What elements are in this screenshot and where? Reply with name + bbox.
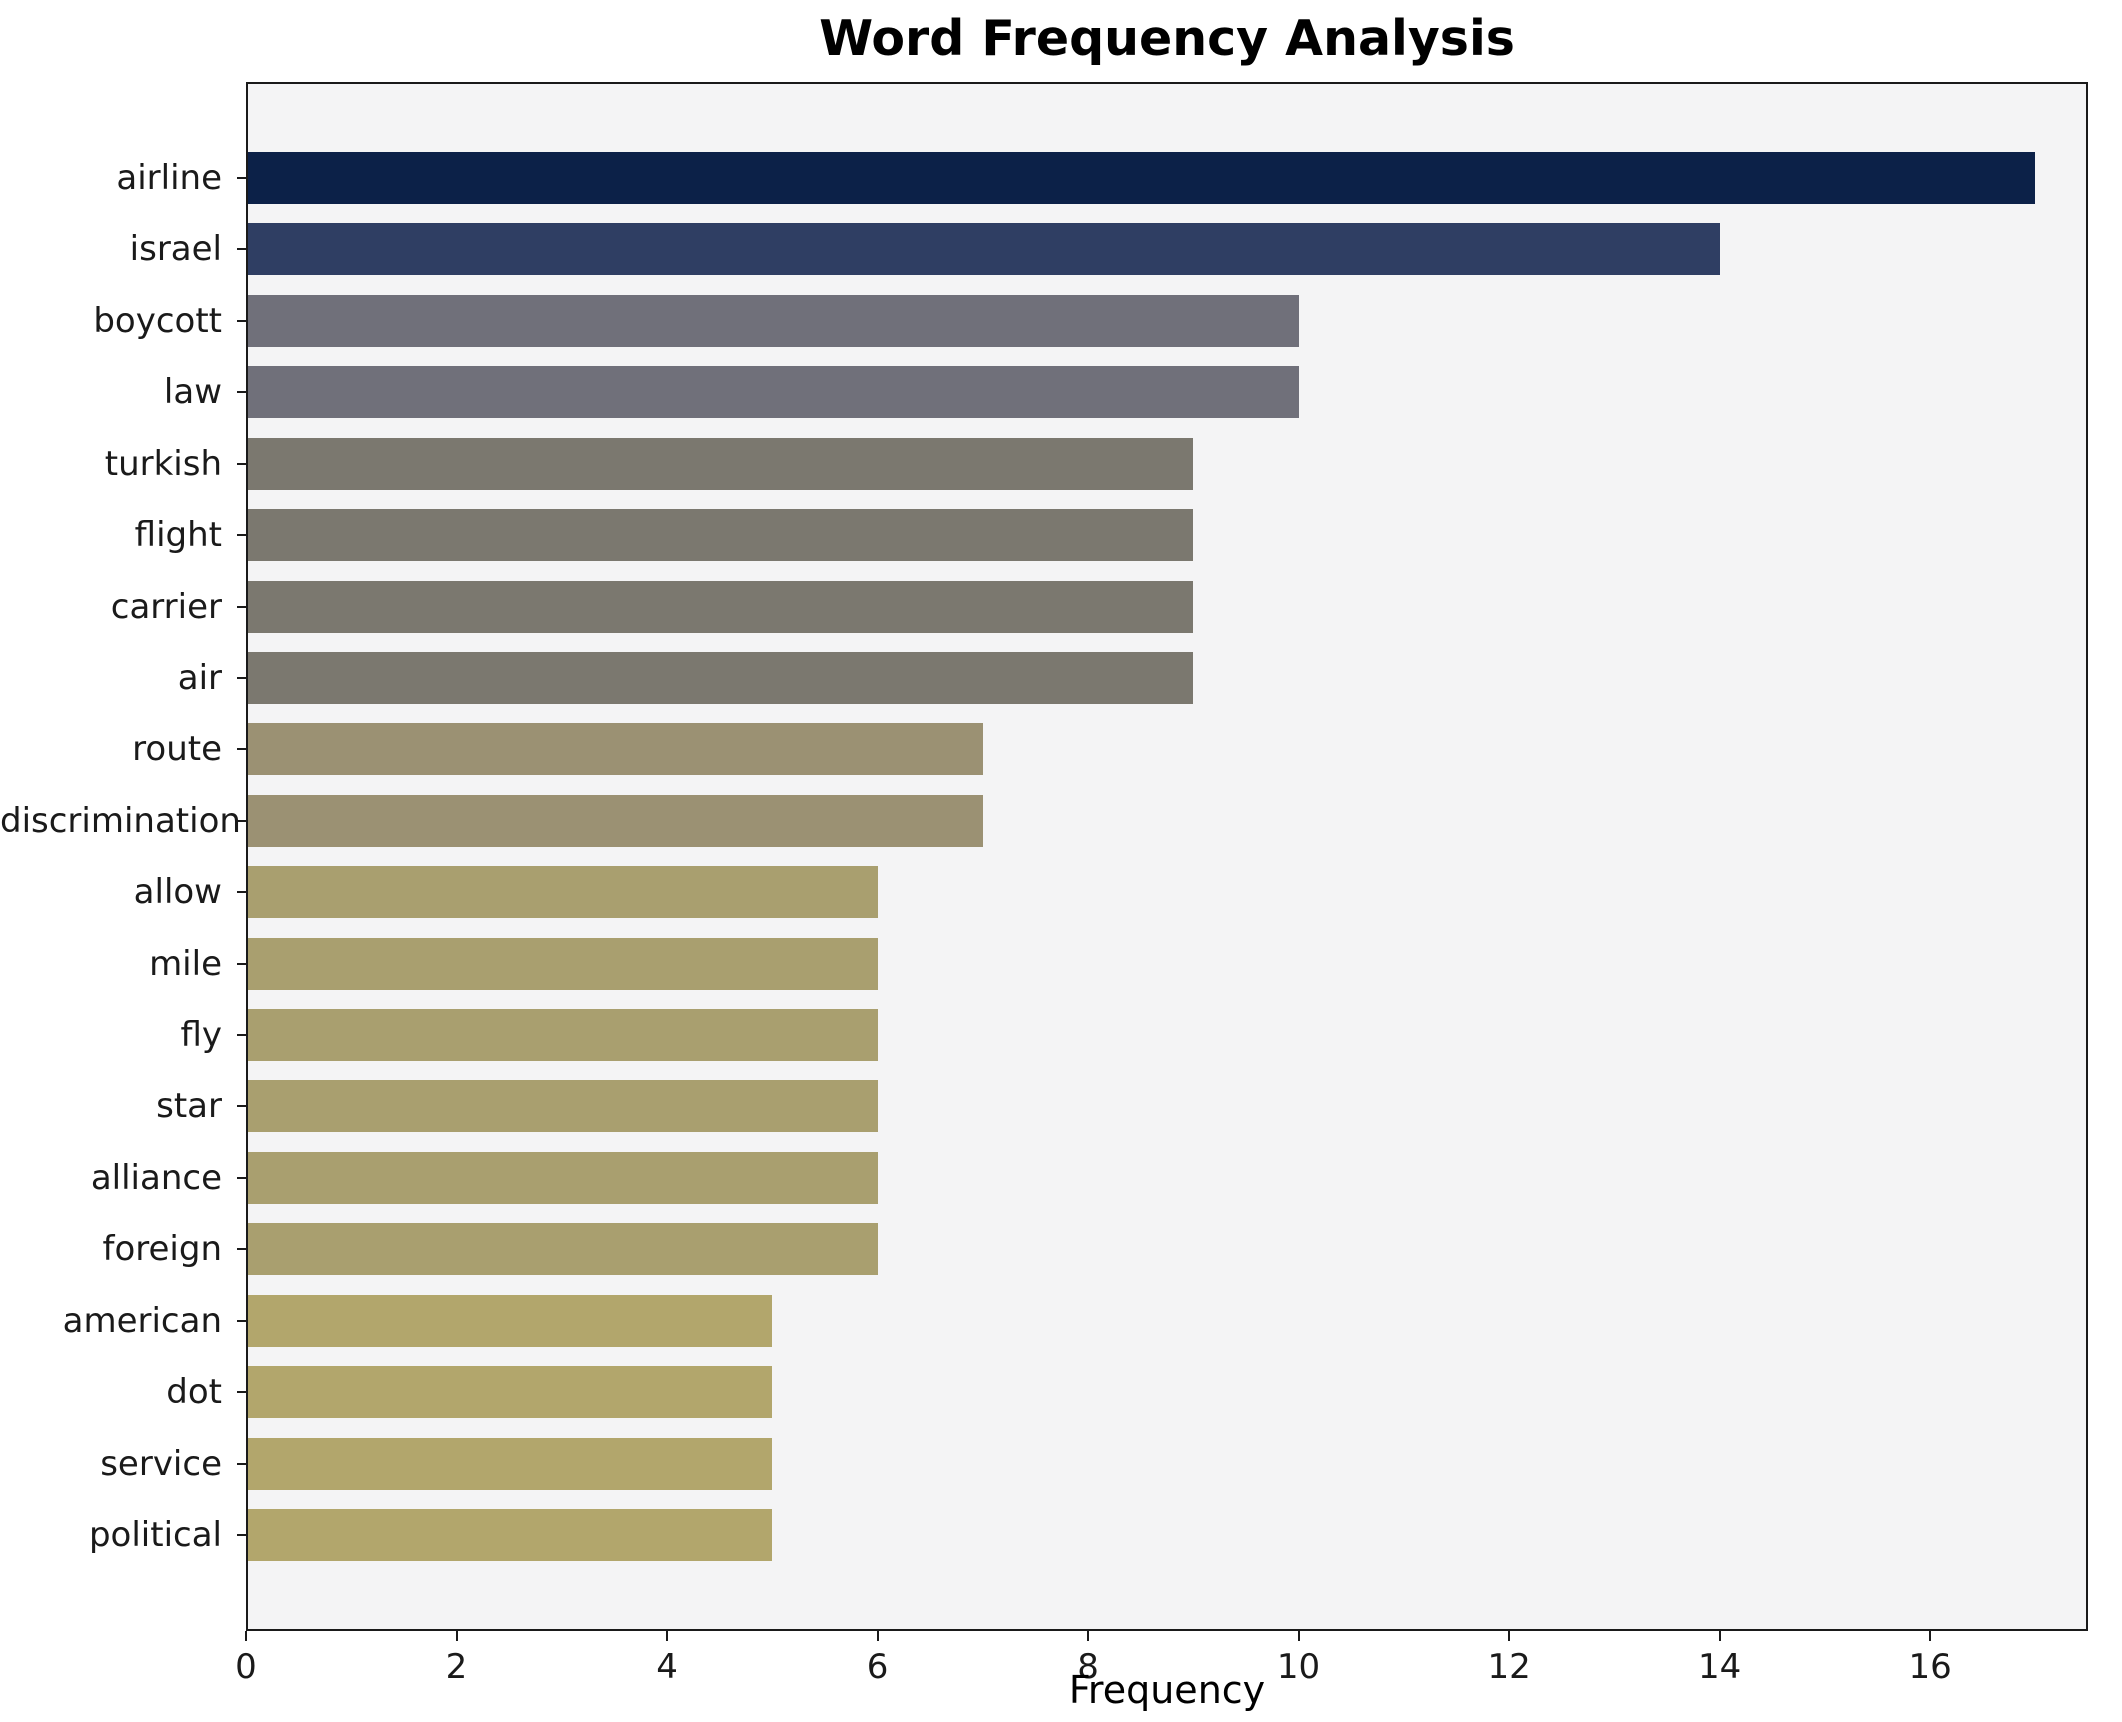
x-axis-label: Frequency [1068,1668,1266,1712]
y-tick [237,1248,246,1251]
x-tick-label: 0 [235,1647,257,1687]
y-tick [237,1391,246,1394]
bar-carrier [248,580,1194,633]
x-tick [1508,1631,1511,1641]
bar-service [248,1437,773,1490]
y-tick [237,1534,246,1536]
y-tick [237,605,246,608]
category-label-star: star [156,1086,222,1127]
bar-mile [248,937,878,990]
x-tick [1929,1631,1932,1641]
x-tick [666,1631,669,1641]
category-label-fly: fly [180,1015,222,1056]
x-tick-label: 16 [1908,1647,1952,1687]
y-tick [237,1462,246,1465]
x-tick-label: 6 [866,1647,889,1687]
y-tick [237,1176,246,1179]
bar-air [248,651,1194,704]
bar-route [248,723,983,776]
bar-american [248,1294,773,1347]
bar-star [248,1080,878,1133]
bar-allow [248,866,878,919]
category-label-american: american [62,1300,222,1341]
y-tick [237,1105,246,1108]
category-label-dot: dot [166,1372,222,1413]
y-tick [237,1319,246,1322]
bar-foreign [248,1223,878,1276]
bar-law [248,366,1299,419]
x-tick-label: 4 [656,1647,678,1687]
category-label-carrier: carrier [110,586,222,627]
bar-alliance [248,1151,878,1204]
category-label-political: political [88,1515,222,1555]
category-label-air: air [177,657,222,698]
category-label-turkish: turkish [104,443,222,484]
x-tick [245,1631,247,1641]
bar-boycott [248,294,1299,347]
category-label-airline: airline [116,158,222,198]
bar-dot [248,1366,773,1419]
y-tick [237,748,246,751]
x-tick-label: 8 [1077,1647,1099,1687]
y-tick [237,891,246,894]
y-tick [237,962,246,965]
y-tick [237,177,246,179]
x-tick [1297,1631,1300,1641]
category-label-israel: israel [129,229,222,270]
category-label-discrimination: discrimination [0,800,241,841]
bar-flight [248,509,1194,562]
category-label-alliance: alliance [90,1157,222,1198]
category-label-mile: mile [149,943,222,984]
x-tick-label: 12 [1487,1647,1531,1687]
y-tick [237,819,246,822]
category-label-foreign: foreign [102,1229,223,1270]
x-tick [876,1631,879,1641]
bar-airline [248,152,2036,204]
x-tick [1087,1631,1090,1641]
y-tick [237,319,246,322]
category-label-law: law [163,372,222,413]
x-tick-label: 10 [1276,1647,1321,1687]
category-label-service: service [100,1443,222,1484]
bar-fly [248,1009,878,1062]
chart-title: Word Frequency Analysis [819,10,1515,67]
y-tick [237,676,246,679]
bar-israel [248,223,1720,276]
bar-discrimination [248,794,983,847]
bar-political [248,1509,773,1561]
y-tick [237,248,246,251]
category-label-route: route [132,729,222,770]
x-tick-label: 14 [1697,1647,1742,1687]
category-label-allow: allow [133,872,222,913]
y-tick [237,534,246,537]
bar-turkish [248,437,1194,490]
x-tick-label: 2 [445,1647,468,1687]
y-tick [237,462,246,465]
y-tick [237,391,246,394]
category-label-boycott: boycott [93,300,222,341]
y-tick [237,1034,246,1037]
x-tick [455,1631,458,1641]
x-tick [1718,1631,1721,1641]
category-label-flight: flight [134,515,222,556]
